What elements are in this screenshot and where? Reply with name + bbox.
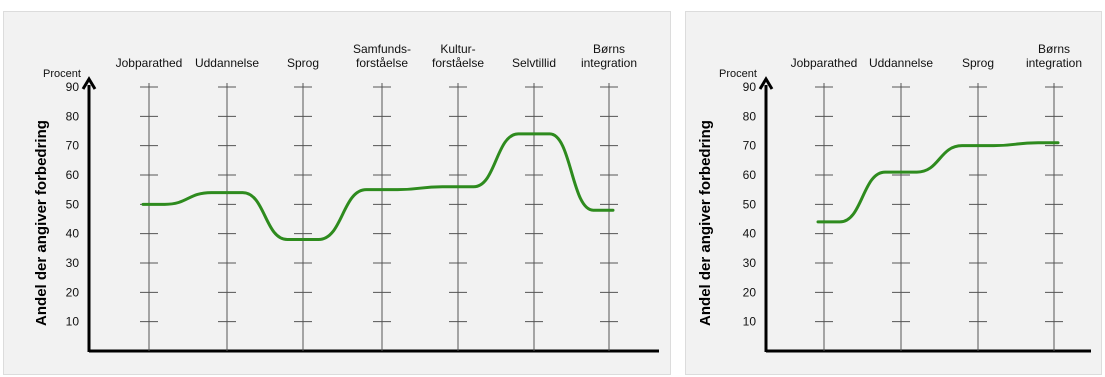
y-tick-label: 10 bbox=[743, 315, 757, 329]
y-tick-label: 30 bbox=[66, 256, 80, 270]
chart-panel-left: Procent Andel der angiver forbedring 10 20 3… bbox=[3, 11, 671, 375]
y-axis-label: Andel der angiver forbedring bbox=[33, 120, 50, 326]
y-tick-label: 70 bbox=[66, 139, 80, 153]
y-tick-label: 50 bbox=[66, 197, 80, 211]
y-tick-label: 20 bbox=[743, 285, 757, 299]
y-tick-label: 80 bbox=[743, 109, 757, 123]
category-label: Uddannelse bbox=[869, 56, 933, 70]
y-tick-label: 30 bbox=[743, 256, 757, 270]
y-unit-label: Procent bbox=[719, 68, 757, 80]
y-tick-label: 40 bbox=[66, 227, 80, 241]
y-tick-label: 40 bbox=[743, 227, 757, 241]
y-axis-arrowhead bbox=[758, 76, 774, 90]
data-line bbox=[141, 132, 615, 242]
y-tick-label: 90 bbox=[66, 80, 80, 94]
y-tick-label: 10 bbox=[66, 315, 80, 329]
category-label: Børns integration bbox=[581, 42, 637, 70]
data-line bbox=[816, 141, 1060, 224]
y-tick-label: 50 bbox=[743, 197, 757, 211]
category-label: Selvtillid bbox=[512, 56, 556, 70]
y-tick-label: 60 bbox=[66, 168, 80, 182]
y-unit-label: Procent bbox=[43, 68, 81, 80]
y-tick-label: 70 bbox=[743, 139, 757, 153]
category-label: Uddannelse bbox=[195, 56, 259, 70]
y-axis-arrowhead bbox=[81, 76, 97, 90]
y-tick-label: 90 bbox=[743, 80, 757, 94]
category-label: Samfunds-forståelse bbox=[353, 42, 411, 70]
chart-right-svg: Procent Andel der angiver forbedring 10 20 3… bbox=[697, 42, 1091, 353]
y-tick-label: 60 bbox=[743, 168, 757, 182]
chart-panel-right: Procent Andel der angiver forbedring 10 20 3… bbox=[685, 11, 1102, 375]
category-label: Jobparathed bbox=[116, 56, 183, 70]
category-label: Børns integration bbox=[1026, 42, 1082, 70]
category-label: Sprog bbox=[962, 56, 994, 70]
y-tick-label: 80 bbox=[66, 109, 80, 123]
chart-left-svg: Procent Andel der angiver forbedring 10 20 3… bbox=[33, 42, 659, 353]
y-axis-label: Andel der angiver forbedring bbox=[697, 120, 714, 326]
category-label: Kultur-forståelse bbox=[432, 42, 484, 70]
category-label: Jobparathed bbox=[791, 56, 858, 70]
y-tick-label: 20 bbox=[66, 285, 80, 299]
category-label: Sprog bbox=[287, 56, 319, 70]
